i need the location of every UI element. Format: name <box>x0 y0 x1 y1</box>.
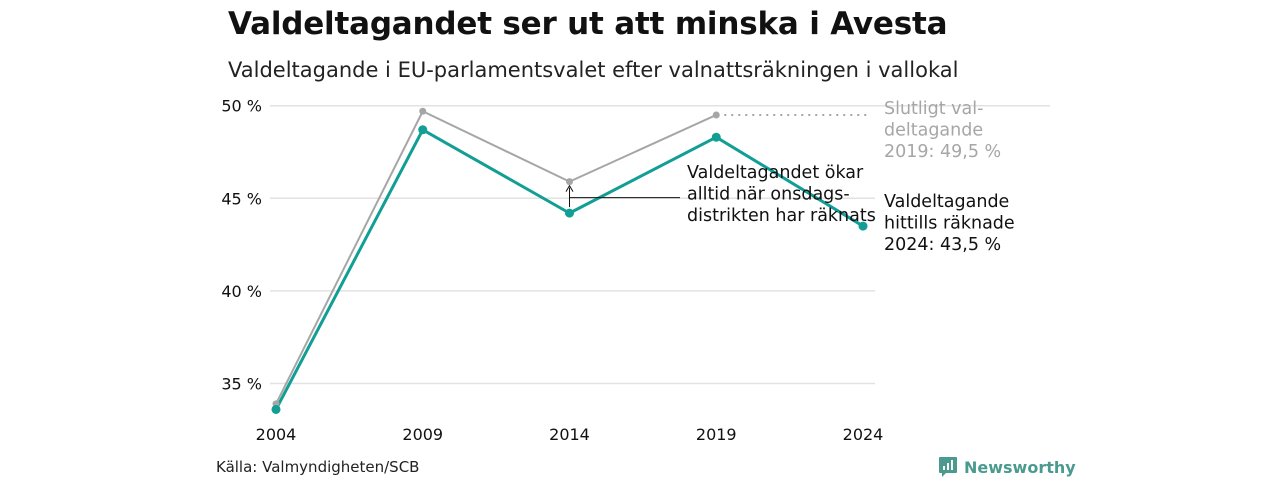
x-tick-label: 2024 <box>843 425 884 444</box>
counted-turnout-label: Valdeltagande hittills räknade 2024: 43,5 … <box>884 192 1015 255</box>
y-tick-label: 45 % <box>221 189 262 208</box>
counted-data-point <box>711 132 721 142</box>
y-tick-label: 40 % <box>221 282 262 301</box>
final-data-point <box>566 178 573 186</box>
final-data-point <box>419 107 427 115</box>
y-tick-label: 50 % <box>221 97 262 116</box>
x-tick-label: 2019 <box>696 425 737 444</box>
x-tick-label: 2004 <box>256 425 297 444</box>
newsworthy-logo-icon <box>939 457 957 477</box>
final-turnout-label: Slutligt val-deltagande 2019: 49,5 % <box>884 99 1001 162</box>
source-text: Källa: Valmyndigheten/SCB <box>216 458 420 476</box>
note-arrow-head <box>565 184 574 192</box>
brand-logo[interactable]: Newsworthy <box>938 456 1076 478</box>
y-tick-label: 35 % <box>221 375 262 394</box>
chart-title: Valdeltagandet ser ut att minska i Avest… <box>228 6 948 42</box>
brand-name: Newsworthy <box>964 457 1076 477</box>
counted-data-point <box>858 221 868 231</box>
x-tick-label: 2009 <box>402 425 443 444</box>
counted-data-point <box>418 125 428 135</box>
counted-data-point <box>271 404 281 414</box>
note-annotation: Valdeltagandet ökar alltid när onsdags-di… <box>687 163 876 226</box>
final-series-line <box>275 110 717 405</box>
final-data-point <box>712 111 720 119</box>
x-tick-label: 2014 <box>549 425 590 444</box>
counted-data-point <box>565 208 574 218</box>
chart-subtitle: Valdeltagande i EU-parlamentsvalet efter… <box>228 58 959 82</box>
